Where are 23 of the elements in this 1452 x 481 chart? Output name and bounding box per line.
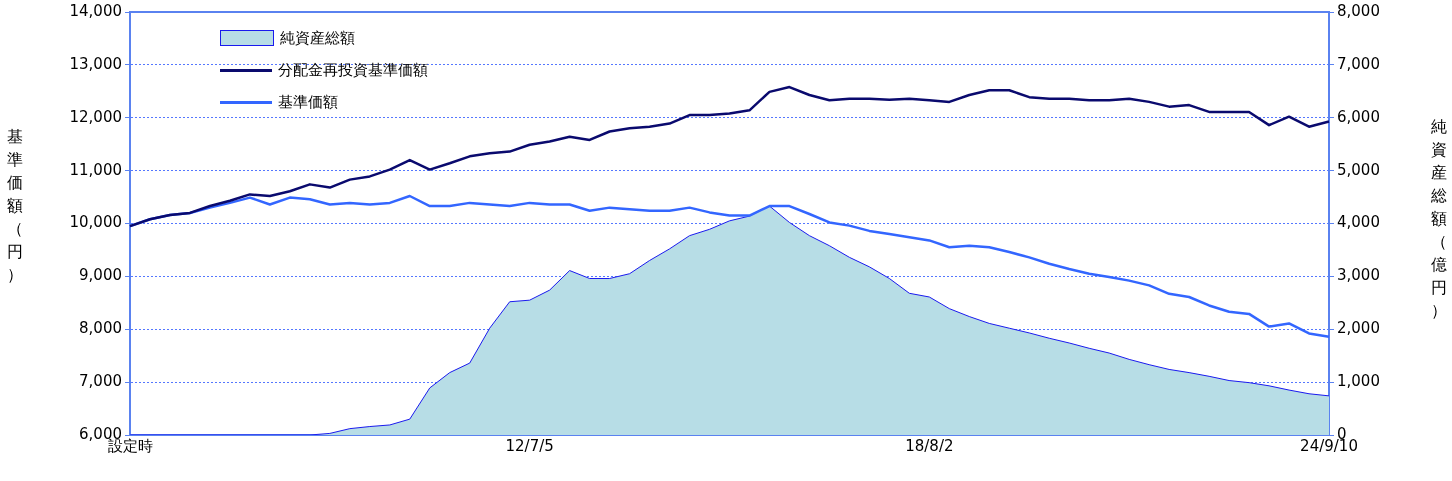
- y-axis-title: 基準価額（円）: [6, 126, 24, 286]
- y-tick-label: 11,000: [69, 160, 122, 179]
- y2-tick-label: 5,000: [1337, 160, 1380, 179]
- y2-tick-label: 2,000: [1337, 319, 1380, 338]
- y2-tick-label: 8,000: [1337, 1, 1380, 20]
- x-tick-label: 12/7/5: [505, 436, 554, 455]
- y-tick-label: 7,000: [79, 372, 122, 391]
- y-tick-label: 12,000: [69, 107, 122, 126]
- y2-tick-label: 4,000: [1337, 213, 1380, 232]
- y2-tick-label: 1,000: [1337, 372, 1380, 391]
- y-tick-label: 13,000: [69, 54, 122, 73]
- x-tick-label: 18/8/2: [905, 436, 954, 455]
- y2-tick-label: 3,000: [1337, 266, 1380, 285]
- text: 純資産総額（億円）: [1431, 117, 1447, 320]
- y-tick-label: 9,000: [79, 266, 122, 285]
- legend-label: 純資産総額: [280, 28, 355, 48]
- y-tick-label: 14,000: [69, 1, 122, 20]
- legend-label: 基準価額: [278, 92, 338, 112]
- y-tick-label: 10,000: [69, 213, 122, 232]
- legend-label: 分配金再投資基準価額: [278, 60, 428, 80]
- y-tick-label: 8,000: [79, 319, 122, 338]
- y2-tick-label: 7,000: [1337, 54, 1380, 73]
- y2-tick-label: 6,000: [1337, 107, 1380, 126]
